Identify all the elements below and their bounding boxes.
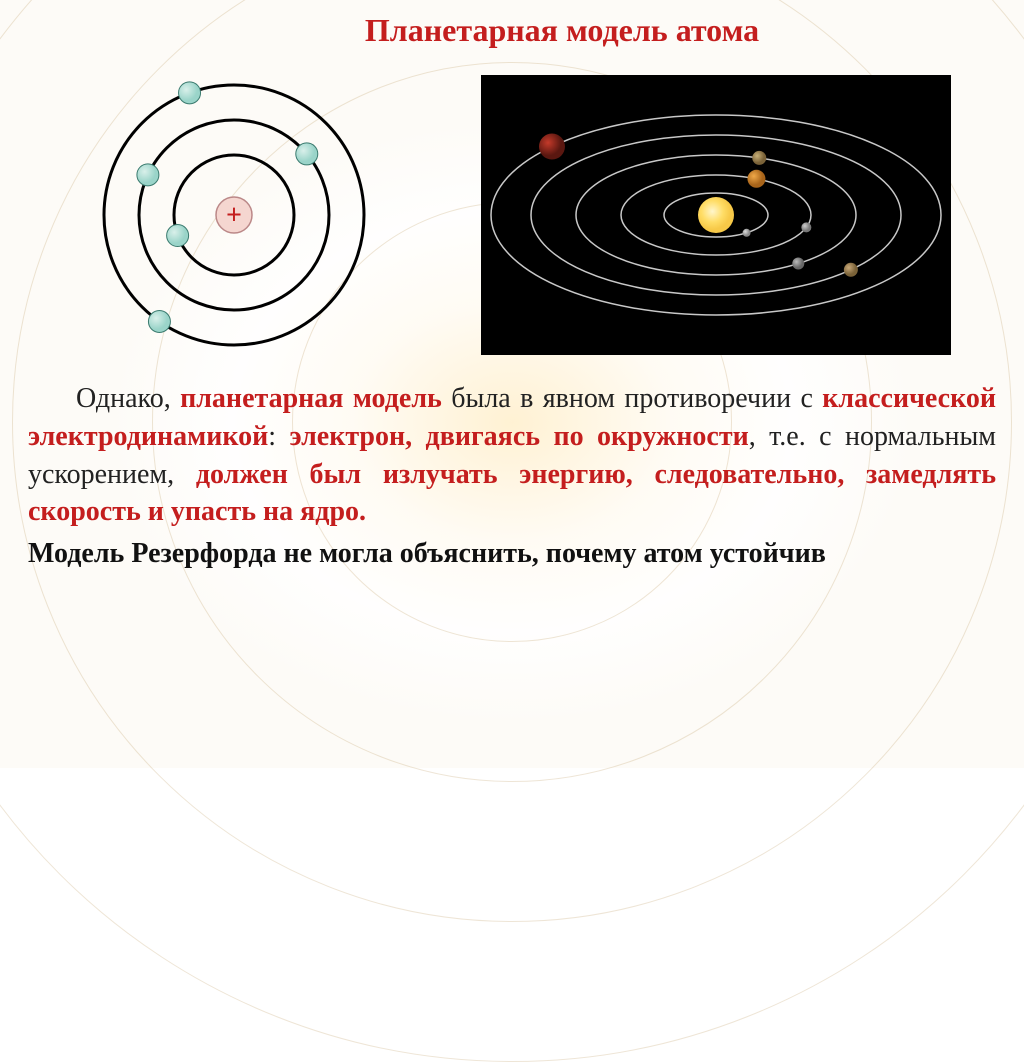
p1-seg1c: была в явном противоречии с <box>442 383 822 414</box>
p1-seg1e: : <box>268 421 289 452</box>
atom-model-diagram: + <box>74 75 394 355</box>
solar-system-illustration <box>481 75 951 355</box>
title-text: Планетарная модель атома <box>365 12 759 48</box>
paragraph-2: Модель Резерфорда не могла объяснить, по… <box>28 535 996 573</box>
paragraph-1: Однако, планетарная модель была в явном … <box>28 380 996 531</box>
solar-svg <box>481 75 951 355</box>
p1-seg2a: электрон, двигаясь по окружности <box>289 421 748 452</box>
svg-text:+: + <box>226 200 242 231</box>
body-text: Однако, планетарная модель была в явном … <box>28 380 996 573</box>
slide-title: Планетарная модель атома <box>0 12 1024 49</box>
p1-seg1b: планетарная модель <box>180 383 442 414</box>
figures-row: + <box>0 70 1024 360</box>
p1-seg1a: Однако, <box>76 383 180 414</box>
atom-svg: + <box>74 75 394 355</box>
